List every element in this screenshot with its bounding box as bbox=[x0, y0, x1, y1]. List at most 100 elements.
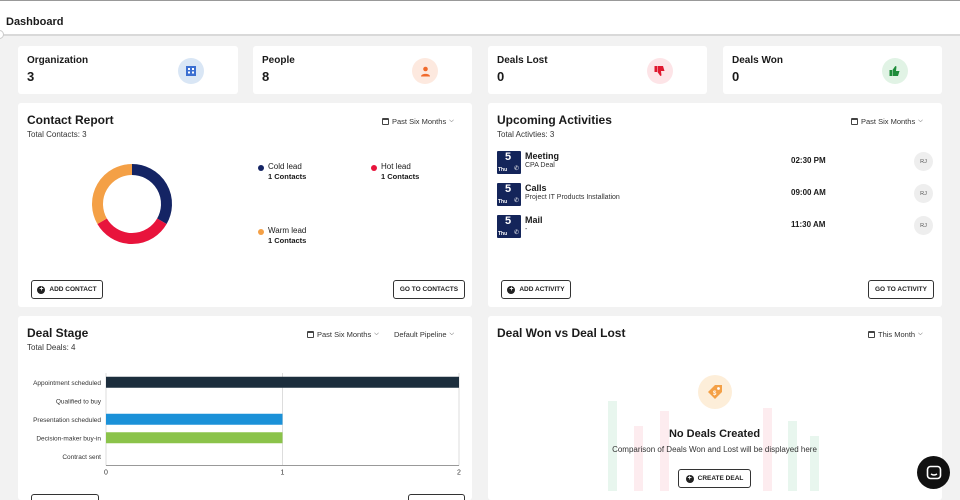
panel-subtitle: Total Activties: 3 bbox=[497, 130, 555, 139]
go-to-contacts-button[interactable]: GO TO CONTACTS bbox=[393, 280, 465, 299]
building-icon bbox=[178, 58, 204, 84]
legend-hot-lead: Hot lead 1 Contacts bbox=[371, 162, 419, 181]
donut-slice-hot-lead bbox=[97, 218, 167, 244]
activity-description: Project IT Products Installation bbox=[525, 194, 620, 201]
person-icon bbox=[412, 58, 438, 84]
legend-warm-lead: Warm lead 1 Contacts bbox=[258, 226, 306, 245]
legend-count: 1 Contacts bbox=[268, 236, 307, 245]
phone-icon: ✆ bbox=[513, 230, 519, 236]
plus-icon: + bbox=[685, 474, 694, 483]
activity-name: Calls bbox=[525, 183, 547, 193]
period-dropdown[interactable]: Past Six Months ⌵ bbox=[307, 330, 379, 339]
contact-report-panel: Contact Report Total Contacts: 3 Past Si… bbox=[18, 103, 472, 307]
avatar: RJ bbox=[914, 216, 933, 235]
empty-state-subtitle: Comparison of Deals Won and Lost will be… bbox=[612, 445, 817, 454]
calendar-icon bbox=[868, 331, 875, 338]
button-label: GO TO ACTIVITY bbox=[874, 286, 927, 293]
panel-title: Upcoming Activities bbox=[497, 113, 612, 127]
bar[interactable] bbox=[106, 376, 459, 388]
stat-label: Deals Won bbox=[732, 55, 783, 66]
chevron-down-icon: ⌵ bbox=[449, 118, 454, 124]
deal-stage-panel: Deal Stage Total Deals: 4 Past Six Month… bbox=[18, 316, 472, 500]
stat-card-deals-won: Deals Won 0 bbox=[723, 46, 942, 94]
bar[interactable] bbox=[106, 432, 283, 444]
empty-state-background-bars bbox=[608, 401, 819, 491]
thumbs-down-icon bbox=[647, 58, 673, 84]
avatar: RJ bbox=[914, 184, 933, 203]
go-to-activity-button[interactable]: GO TO ACTIVITY bbox=[868, 280, 934, 299]
activity-time: 11:30 AM bbox=[791, 220, 826, 229]
sidebar-toggle[interactable] bbox=[0, 30, 4, 39]
legend-count: 1 Contacts bbox=[268, 172, 307, 181]
chat-launcher-button[interactable] bbox=[917, 456, 950, 489]
category-label: Appointment scheduled bbox=[33, 380, 101, 387]
legend-name: Hot lead bbox=[381, 162, 411, 171]
create-deal-button[interactable]: + CREATE DEAL bbox=[678, 469, 751, 488]
period-dropdown[interactable]: This Month ⌵ bbox=[868, 330, 923, 339]
category-label: Decision-maker buy-in bbox=[36, 435, 101, 442]
tag-icon: $ bbox=[698, 375, 732, 409]
period-label: Past Six Months bbox=[861, 117, 916, 126]
plus-icon: + bbox=[37, 285, 46, 294]
x-tick-label: 0 bbox=[104, 470, 108, 477]
stat-label: Deals Lost bbox=[497, 55, 548, 66]
category-label: Qualified to buy bbox=[56, 398, 102, 405]
calendar-icon bbox=[382, 118, 389, 125]
legend-dot bbox=[371, 165, 377, 171]
legend-name: Cold lead bbox=[268, 162, 302, 171]
calendar-icon bbox=[851, 118, 858, 125]
deal-stage-left-button[interactable] bbox=[31, 494, 99, 500]
panel-subtitle: Total Contacts: 3 bbox=[27, 130, 87, 139]
period-dropdown[interactable]: Past Six Months ⌵ bbox=[851, 117, 923, 126]
deal-stage-right-button[interactable] bbox=[408, 494, 465, 500]
stat-card-people: People 8 bbox=[253, 46, 472, 94]
stat-value: 8 bbox=[262, 69, 270, 84]
activity-weekday: Thu bbox=[498, 231, 508, 237]
stat-card-deals-lost: Deals Lost 0 bbox=[488, 46, 707, 94]
add-contact-button[interactable]: + ADD CONTACT bbox=[31, 280, 103, 299]
activity-item[interactable]: 5 Thu ✆ Calls Project IT Products Instal… bbox=[497, 183, 933, 209]
svg-text:$: $ bbox=[713, 391, 717, 397]
button-label: CREATE DEAL bbox=[697, 475, 744, 482]
stat-label: People bbox=[262, 55, 295, 66]
activity-day: 5 bbox=[505, 215, 512, 227]
stat-label: Organization bbox=[27, 55, 89, 66]
chevron-down-icon: ⌵ bbox=[374, 331, 379, 337]
button-label: GO TO CONTACTS bbox=[399, 286, 459, 293]
phone-icon: ✆ bbox=[513, 166, 519, 172]
chat-icon bbox=[926, 465, 941, 479]
stat-card-organization: Organization 3 bbox=[18, 46, 238, 94]
add-activity-button[interactable]: + ADD ACTIVITY bbox=[501, 280, 571, 299]
activity-weekday: Thu bbox=[498, 167, 508, 173]
legend-name: Warm lead bbox=[268, 226, 307, 235]
period-dropdown[interactable]: Past Six Months ⌵ bbox=[382, 117, 454, 126]
contact-donut-chart bbox=[92, 164, 172, 244]
activity-item[interactable]: 5 Thu ✆ Mail - 11:30 AM RJ bbox=[497, 215, 933, 241]
calendar-icon bbox=[307, 331, 314, 338]
empty-state-title: No Deals Created bbox=[668, 428, 761, 440]
activity-time: 09:00 AM bbox=[791, 188, 826, 197]
activity-item[interactable]: 5 Thu ✆ Meeting CPA Deal 02:30 PM RJ bbox=[497, 151, 933, 177]
activity-description: - bbox=[525, 226, 528, 233]
stat-value: 0 bbox=[497, 69, 505, 84]
period-label: This Month bbox=[878, 330, 916, 339]
legend-dot bbox=[258, 229, 264, 235]
category-label: Presentation scheduled bbox=[33, 417, 101, 424]
bar[interactable] bbox=[106, 413, 283, 425]
donut-slice-cold-lead bbox=[131, 164, 172, 224]
donut-slice-warm-lead bbox=[92, 164, 133, 224]
legend-dot bbox=[258, 165, 264, 171]
x-tick-label: 2 bbox=[457, 470, 461, 477]
panel-title: Deal Stage bbox=[27, 326, 89, 340]
pipeline-dropdown[interactable]: Default Pipeline ⌵ bbox=[394, 330, 454, 339]
activity-description: CPA Deal bbox=[525, 162, 555, 169]
chevron-down-icon: ⌵ bbox=[449, 331, 455, 337]
legend-cold-lead: Cold lead 1 Contacts bbox=[258, 162, 306, 181]
upcoming-activities-panel: Upcoming Activities Total Activties: 3 P… bbox=[488, 103, 942, 307]
pipeline-label: Default Pipeline bbox=[394, 330, 447, 339]
button-label: ADD ACTIVITY bbox=[519, 286, 565, 293]
stat-value: 0 bbox=[732, 69, 740, 84]
activity-name: Mail bbox=[525, 215, 543, 225]
chevron-down-icon: ⌵ bbox=[918, 331, 923, 337]
phone-icon: ✆ bbox=[513, 198, 519, 204]
